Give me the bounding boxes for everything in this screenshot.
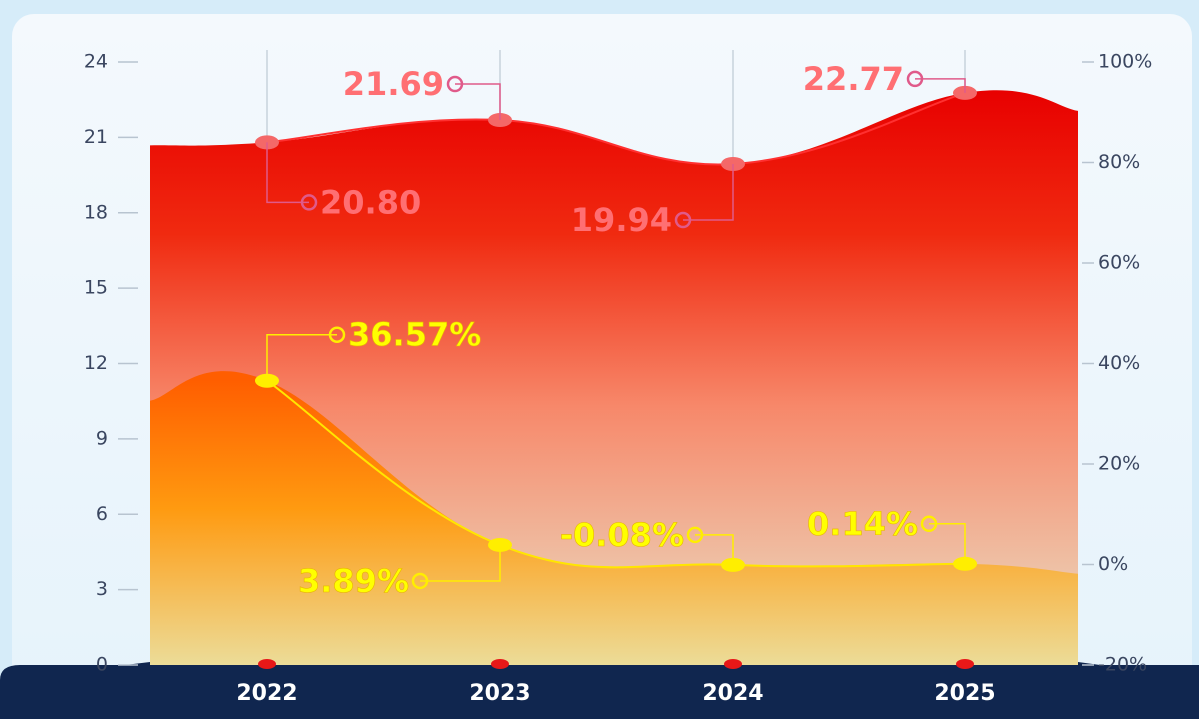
leader-line (683, 164, 734, 221)
leader-line (455, 83, 501, 121)
leader-dot (328, 326, 346, 343)
x-tick-label: 2024 (702, 681, 763, 706)
value-label: 20.80 (320, 183, 421, 221)
axis-dot (258, 659, 276, 669)
leader-dot (920, 515, 938, 533)
y2-tick-label: -20% (1098, 654, 1147, 676)
leader-dot (686, 526, 704, 544)
series-line (266, 379, 966, 569)
leader-line (266, 333, 337, 381)
value-label: 22.77 (803, 60, 904, 98)
value-label: -0.08% (560, 516, 684, 554)
series-line (266, 91, 966, 166)
value-label: 19.94 (571, 201, 672, 239)
x-tick-label: 2025 (934, 681, 995, 706)
leader-line (266, 142, 309, 204)
y-tick-label: 15 (84, 277, 108, 299)
y2-tick-label: 20% (1098, 453, 1140, 475)
axis-dot (956, 659, 974, 669)
y-tick-label: 24 (84, 51, 108, 73)
area-fill (150, 371, 1078, 665)
leader-dot (906, 70, 924, 88)
y-tick-label: 0 (96, 654, 108, 676)
y-tick-label: 21 (84, 126, 108, 148)
leader-dot (446, 75, 464, 93)
value-label: 36.57% (348, 316, 481, 354)
y2-tick-label: 100% (1098, 51, 1152, 73)
leader-dot (674, 211, 692, 229)
y-tick-label: 18 (84, 201, 108, 223)
x-axis-bar (0, 662, 1199, 719)
leader-line (915, 78, 966, 93)
x-tick-label: 2023 (469, 681, 530, 706)
y2-tick-label: 40% (1098, 352, 1140, 374)
leader-dot (411, 572, 429, 590)
y-tick-label: 3 (96, 578, 108, 600)
y2-tick-label: 80% (1098, 151, 1140, 173)
leader-line (929, 523, 966, 564)
leader-line (695, 534, 734, 565)
leader-line (420, 544, 501, 582)
leader-dot (300, 194, 318, 211)
value-label: 3.89% (298, 562, 409, 600)
x-tick-label: 2022 (236, 681, 297, 706)
axis-dot (491, 659, 509, 669)
value-label: 21.69 (343, 65, 444, 103)
y2-tick-label: 60% (1098, 252, 1140, 274)
value-label: 0.14% (807, 505, 918, 543)
y-tick-label: 12 (84, 352, 108, 374)
y2-tick-label: 0% (1098, 553, 1128, 575)
y-tick-label: 6 (96, 503, 108, 525)
axis-dot (724, 659, 742, 669)
y-tick-label: 9 (96, 427, 108, 449)
